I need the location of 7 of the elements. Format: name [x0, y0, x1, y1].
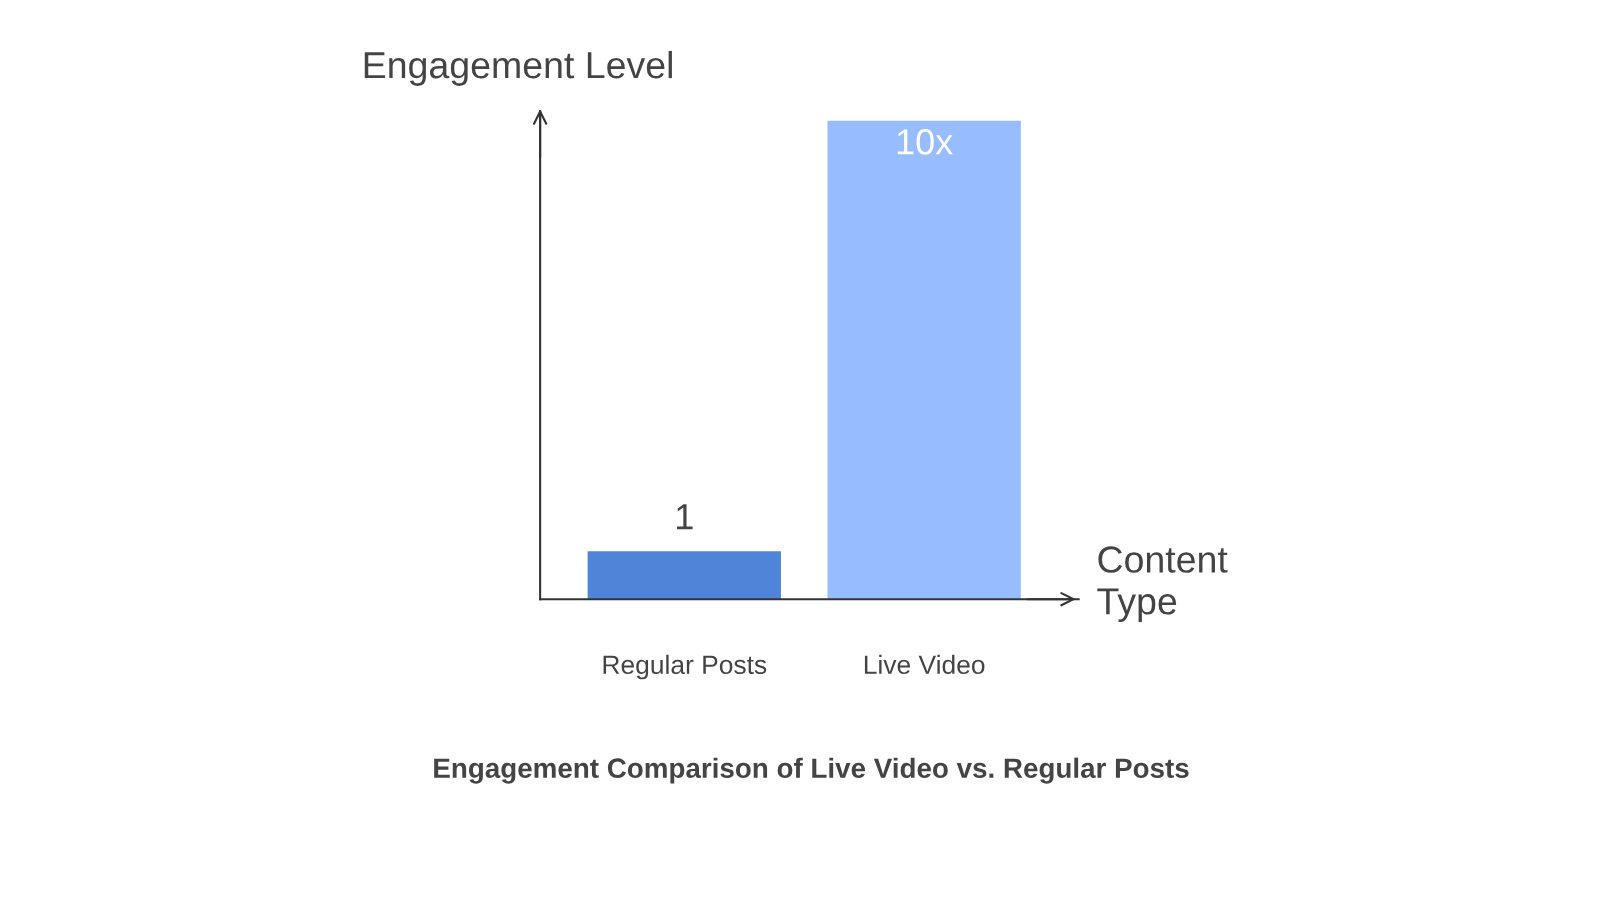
text: Engagement Comparison of Live Video vs. Regular Posts — [434, 757, 1189, 784]
x-axis-title: Content Type — [1097, 546, 1228, 623]
data-label: 1 — [677, 504, 693, 530]
x-tick-label: Live Video — [864, 654, 985, 675]
data-label: 10x — [897, 129, 953, 155]
x-tick-label: Regular Posts — [603, 654, 767, 680]
y-axis-title: Engagement Level — [364, 50, 672, 86]
